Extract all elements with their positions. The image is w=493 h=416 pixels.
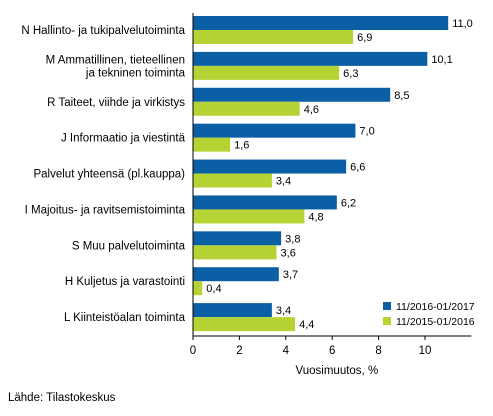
value-label-series1-6: 6,2 xyxy=(341,197,356,209)
value-label-series1-9: 3,4 xyxy=(276,305,291,317)
source-note: Lähde: Tilastokeskus xyxy=(8,392,116,404)
value-label-series1-2: 10,1 xyxy=(431,54,452,66)
bar-series1-6 xyxy=(193,195,337,210)
bar-series2-2 xyxy=(193,65,340,80)
bar-series1-9 xyxy=(193,303,272,318)
x-tick-label-10: 10 xyxy=(419,345,432,357)
value-label-series2-2: 6,3 xyxy=(343,68,358,80)
category-label-5: Palvelut yhteensä (pl.kauppa) xyxy=(33,169,185,181)
value-label-series2-3: 4,6 xyxy=(304,104,319,116)
category-label-2: ja tekninen toiminta xyxy=(85,67,186,79)
category-label-6: I Majoitus- ja ravitsemistoiminta xyxy=(25,204,186,216)
legend-label-2: 11/2015-01/2016 xyxy=(396,316,475,328)
x-ticks-group: 0 2 4 6 8 10 xyxy=(190,336,432,357)
value-label-series1-4: 7,0 xyxy=(359,126,374,138)
category-labels-group: N Hallinto- ja tukipalvelutoiminta M Amma… xyxy=(21,25,185,324)
value-label-series1-1: 11,0 xyxy=(452,18,473,30)
category-label-3: R Taiteet, viihde ja virkistys xyxy=(47,97,185,109)
value-label-series2-7: 3,6 xyxy=(281,247,296,259)
value-label-series1-8: 3,7 xyxy=(283,269,298,281)
bars-group xyxy=(193,16,449,332)
bar-series2-9 xyxy=(193,317,296,332)
bar-series2-1 xyxy=(193,30,354,44)
bar-series1-7 xyxy=(193,231,282,246)
legend: 11/2016-01/2017 11/2015-01/2016 xyxy=(383,301,475,328)
bar-series2-7 xyxy=(193,245,277,260)
bar-series1-1 xyxy=(193,16,449,30)
value-label-series1-7: 3,8 xyxy=(285,233,300,245)
value-label-series2-6: 4,8 xyxy=(308,211,323,223)
category-label-8: H Kuljetus ja varastointi xyxy=(65,276,185,288)
category-label-9: L Kiinteistöalan toiminta xyxy=(64,312,186,324)
value-label-series2-1: 6,9 xyxy=(357,32,372,44)
value-label-series2-5: 3,4 xyxy=(276,176,291,188)
bar-series1-4 xyxy=(193,123,356,138)
category-label-2: M Ammatillinen, tieteellinen xyxy=(46,54,185,66)
value-label-series2-4: 1,6 xyxy=(234,140,249,152)
bar-series2-8 xyxy=(193,281,203,296)
bar-series1-8 xyxy=(193,267,279,282)
x-tick-label-4: 4 xyxy=(283,345,290,357)
value-labels-group: 11,0 6,9 10,1 6,3 8,5 4,6 7,0 1,6 6,6 3,4 6,2 4,8 3,… xyxy=(206,18,473,331)
x-axis-title: Vuosimuutos, % xyxy=(296,365,379,377)
legend-swatch-2 xyxy=(383,317,391,325)
value-label-series1-5: 6,6 xyxy=(350,162,365,174)
bar-series2-6 xyxy=(193,209,305,224)
bar-series1-3 xyxy=(193,87,391,102)
bar-series1-5 xyxy=(193,159,347,174)
x-tick-label-8: 8 xyxy=(375,345,381,357)
bar-series2-5 xyxy=(193,173,272,188)
x-tick-label-0: 0 xyxy=(190,345,196,357)
value-label-series2-8: 0,4 xyxy=(206,283,221,295)
category-label-7: S Muu palvelutoiminta xyxy=(72,240,186,252)
bar-series2-3 xyxy=(193,101,300,116)
x-tick-label-2: 2 xyxy=(236,345,242,357)
legend-swatch-1 xyxy=(383,302,391,310)
bar-series2-4 xyxy=(193,137,231,152)
category-label-1: N Hallinto- ja tukipalvelutoiminta xyxy=(21,25,185,37)
x-tick-label-6: 6 xyxy=(329,345,335,357)
value-label-series1-3: 8,5 xyxy=(394,90,409,102)
bar-series1-2 xyxy=(193,51,428,66)
value-label-series2-9: 4,4 xyxy=(299,319,314,331)
category-label-4: J Informaatio ja viestintä xyxy=(61,133,186,145)
legend-label-1: 11/2016-01/2017 xyxy=(396,301,475,313)
